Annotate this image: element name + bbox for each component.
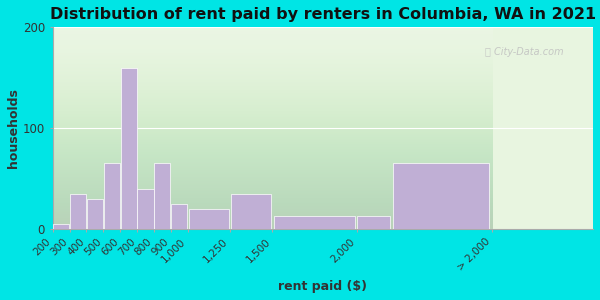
Bar: [121, 68, 137, 229]
Bar: [171, 204, 187, 229]
Bar: [87, 199, 103, 229]
Bar: [274, 216, 355, 229]
Title: Distribution of rent paid by renters in Columbia, WA in 2021: Distribution of rent paid by renters in …: [50, 7, 596, 22]
Text: ⦿ City-Data.com: ⦿ City-Data.com: [485, 47, 563, 58]
Bar: [104, 164, 120, 229]
Bar: [70, 194, 86, 229]
Bar: [358, 216, 389, 229]
X-axis label: rent paid ($): rent paid ($): [278, 280, 367, 293]
Y-axis label: households: households: [7, 88, 20, 168]
Bar: [154, 164, 170, 229]
Bar: [393, 164, 489, 229]
Bar: [53, 224, 69, 229]
Bar: [137, 189, 154, 229]
Bar: [231, 194, 271, 229]
Bar: [189, 209, 229, 229]
